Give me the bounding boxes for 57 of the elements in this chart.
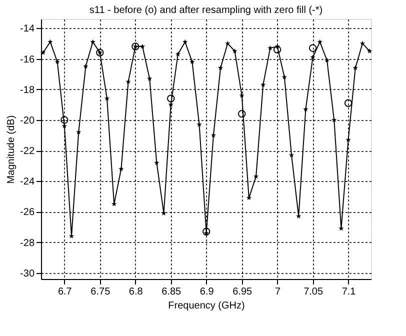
point xyxy=(366,48,372,54)
point xyxy=(253,174,259,179)
point xyxy=(225,40,230,46)
point xyxy=(352,65,358,70)
y-tick-label: -28 xyxy=(20,238,35,249)
y-axis-title: Magnitude (dB) xyxy=(6,115,18,184)
point xyxy=(140,44,146,49)
x-axis-title: Frequency (GHz) xyxy=(168,300,245,312)
x-tick-label: 6.85 xyxy=(162,286,182,298)
x-tick-label: 6.75 xyxy=(90,286,111,298)
point xyxy=(190,59,195,64)
point xyxy=(238,110,246,118)
point xyxy=(310,54,316,60)
x-tick-label: 7.1 xyxy=(342,286,356,298)
x-tick-label: 6.9 xyxy=(200,286,214,298)
point xyxy=(218,65,224,70)
point xyxy=(168,102,174,107)
point xyxy=(360,40,366,46)
point xyxy=(331,117,337,122)
point xyxy=(48,39,53,44)
x-tick-label: 7 xyxy=(275,286,282,298)
x-tick-label: 6.7 xyxy=(58,286,72,298)
y-tick-label: -18 xyxy=(20,84,35,96)
point xyxy=(260,82,266,87)
point xyxy=(324,58,330,63)
point xyxy=(344,99,352,107)
point xyxy=(60,116,68,124)
point xyxy=(104,96,110,101)
point xyxy=(202,228,210,236)
y-tick-label: -20 xyxy=(20,115,35,126)
point xyxy=(167,94,175,102)
point xyxy=(154,160,160,165)
y-tick-label: -14 xyxy=(20,24,35,35)
point xyxy=(54,59,60,64)
y-tick-label: -26 xyxy=(20,207,35,218)
point xyxy=(175,51,181,56)
point xyxy=(282,74,288,80)
y-tick-label: -24 xyxy=(20,176,35,188)
point xyxy=(83,64,88,69)
x-tick-label: 6.95 xyxy=(232,286,253,298)
y-tick-label: -30 xyxy=(20,268,35,280)
x-tick-label: 6.8 xyxy=(128,286,144,298)
point xyxy=(126,78,131,84)
point xyxy=(317,39,323,44)
point xyxy=(268,45,273,50)
point xyxy=(232,48,238,54)
point xyxy=(273,46,282,54)
point xyxy=(308,44,317,52)
point xyxy=(118,166,124,172)
point xyxy=(182,39,188,44)
y-tick-label: -22 xyxy=(20,146,35,158)
point xyxy=(90,39,96,44)
chart-title: s11 - before (o) and after resampling with zero fill (-*) xyxy=(89,5,323,16)
point xyxy=(288,152,294,158)
y-tick-label: -16 xyxy=(20,54,35,66)
x-tick-label: 7.05 xyxy=(304,286,324,298)
point xyxy=(210,132,216,138)
